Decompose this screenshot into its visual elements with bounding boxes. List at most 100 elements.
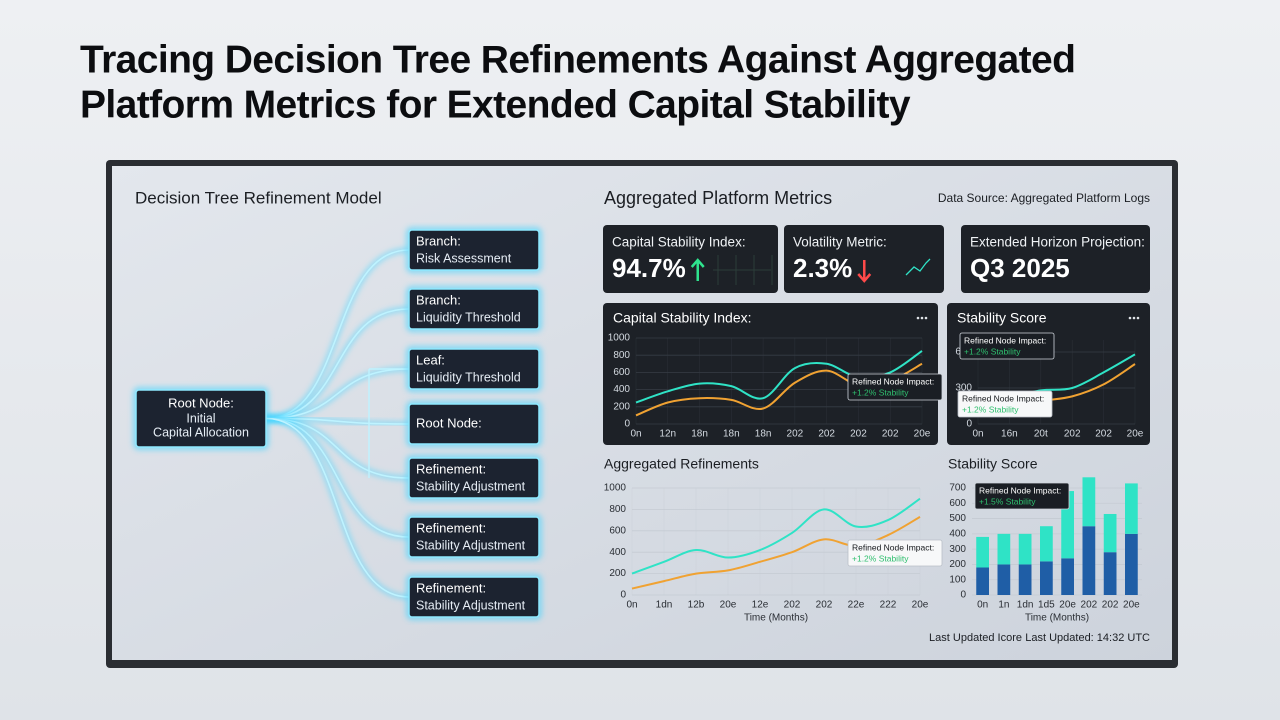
bar-segment xyxy=(1125,533,1138,595)
kpi-card xyxy=(784,225,944,293)
menu-dot xyxy=(924,316,928,320)
bar-segment xyxy=(1040,561,1053,595)
annotation-box xyxy=(957,390,1053,418)
x-tick-label: 202 xyxy=(787,429,804,440)
x-tick-label: 20e xyxy=(1123,600,1140,611)
y-tick-label: 200 xyxy=(609,568,626,579)
x-tick-label: 20e xyxy=(1059,600,1076,611)
annotation-heading: Refined Node Impact: xyxy=(852,376,934,386)
y-tick-label: 100 xyxy=(949,574,966,585)
annotation-heading: Refined Node Impact: xyxy=(964,335,1046,345)
annotation-box xyxy=(847,539,943,567)
y-tick-label: 1000 xyxy=(608,333,631,344)
x-tick-label: 202 xyxy=(816,600,833,611)
node-heading: Refinement: xyxy=(416,520,486,535)
y-tick-label: 0 xyxy=(960,590,966,601)
x-tick-label: 20t xyxy=(1034,429,1048,440)
x-tick-label: 222 xyxy=(880,600,897,611)
annotation-detail: +1.2% Stability xyxy=(852,387,909,397)
kpi-card xyxy=(603,225,778,293)
bar-segment xyxy=(976,536,989,568)
bar-segment xyxy=(1082,526,1096,595)
x-tick-label: 202 xyxy=(784,600,801,611)
x-tick-label: 202 xyxy=(1102,600,1119,611)
annotation-detail: +1.5% Stability xyxy=(979,496,1036,506)
x-tick-label: 20e xyxy=(1127,429,1144,440)
bar-segment xyxy=(1018,564,1032,595)
chart-title: Stability Score xyxy=(957,310,1047,326)
y-tick-label: 400 xyxy=(949,528,966,539)
node-box xyxy=(408,457,540,499)
charts: Capital Stability Index: 0 200 400 600 800 100… xyxy=(603,303,1150,624)
node-label: Stability Adjustment xyxy=(416,598,526,612)
chart: Aggregated Refinements 0 200 400 600 800 1000 0… xyxy=(604,456,943,624)
y-tick-label: 200 xyxy=(613,401,630,412)
menu-dot xyxy=(1128,316,1132,320)
trend-up-arrow xyxy=(690,258,705,281)
x-tick-label: 16n xyxy=(1001,429,1018,440)
section-title: Decision Tree Refinement Model xyxy=(135,188,382,207)
kpi-value: 94.7% xyxy=(612,253,686,283)
bar-segment xyxy=(1018,533,1032,565)
y-tick-label: 400 xyxy=(609,547,626,558)
annotation-heading: Refined Node Impact: xyxy=(962,393,1044,403)
node-box xyxy=(408,348,540,390)
y-tick-label: 800 xyxy=(609,504,626,515)
menu-dot xyxy=(920,316,924,320)
chart: Stability Score 0 100 200 300 400 500 600 700 0n 1… xyxy=(948,456,1142,624)
annotation-detail: +1.2% Stability xyxy=(964,346,1021,356)
x-tick-label: 18n xyxy=(691,429,708,440)
x-tick-label: 1dn xyxy=(1017,600,1034,611)
kpi-label: Volatility Metric: xyxy=(793,235,887,250)
chart-card xyxy=(603,303,938,445)
y-tick-label: 0 xyxy=(624,419,630,430)
kpi-cards: Capital Stability Index: 94.7% Volatility … xyxy=(603,225,1150,293)
y-tick-label: 400 xyxy=(613,384,630,395)
y-tick-label: 200 xyxy=(949,559,966,570)
y-tick-label: 800 xyxy=(613,350,630,361)
bar-segment xyxy=(1125,483,1138,534)
x-tick-label: 20e xyxy=(912,600,929,611)
connector xyxy=(265,249,410,420)
node-box xyxy=(408,403,540,445)
data-source: Data Source: Aggregated Platform Logs xyxy=(938,191,1150,205)
bar-segment xyxy=(1103,552,1117,595)
y-tick-label: 600 xyxy=(613,367,630,378)
x-tick-label: 1n xyxy=(998,600,1009,611)
x-tick-label: 202 xyxy=(818,429,835,440)
node-label: Risk Assessment xyxy=(416,251,512,265)
bar-segment xyxy=(997,564,1011,595)
x-tick-label: 202 xyxy=(850,429,867,440)
annotation-detail: +1.2% Stability xyxy=(852,553,909,563)
annotation-box xyxy=(974,482,1070,510)
x-axis-title: Time (Months) xyxy=(1025,613,1089,624)
y-tick-label: 600 xyxy=(609,525,626,536)
annotation-heading: Refined Node Impact: xyxy=(852,542,934,552)
menu-dot xyxy=(916,316,920,320)
page-title: Tracing Decision Tree Refinements Agains… xyxy=(80,38,1075,81)
x-tick-label: 1d5 xyxy=(1038,600,1055,611)
x-tick-label: 0n xyxy=(630,429,641,440)
y-tick-label: 300 xyxy=(955,383,972,394)
node-box xyxy=(408,516,540,558)
x-tick-label: 1dn xyxy=(656,600,673,611)
chart: Stability Score03006000n16n20t20220220eR… xyxy=(947,303,1150,445)
connector xyxy=(265,417,410,598)
node-heading: Branch: xyxy=(416,292,461,307)
x-tick-label: 20e xyxy=(914,429,931,440)
footer-text: Last Updated Icore xyxy=(929,632,1022,644)
x-tick-label: 18n xyxy=(755,429,772,440)
node-box xyxy=(408,576,540,618)
node-box xyxy=(408,288,540,330)
node-heading: Root Node: xyxy=(416,415,482,430)
y-tick-label: 300 xyxy=(949,544,966,555)
node-label: Capital Allocation xyxy=(153,425,249,439)
node-label: Stability Adjustment xyxy=(416,538,526,552)
x-tick-label: 202 xyxy=(1064,429,1081,440)
x-tick-label: 12e xyxy=(752,600,769,611)
bar-segment xyxy=(1082,477,1096,527)
x-tick-label: 18n xyxy=(723,429,740,440)
annotation-detail: +1.2% Stability xyxy=(962,404,1019,414)
